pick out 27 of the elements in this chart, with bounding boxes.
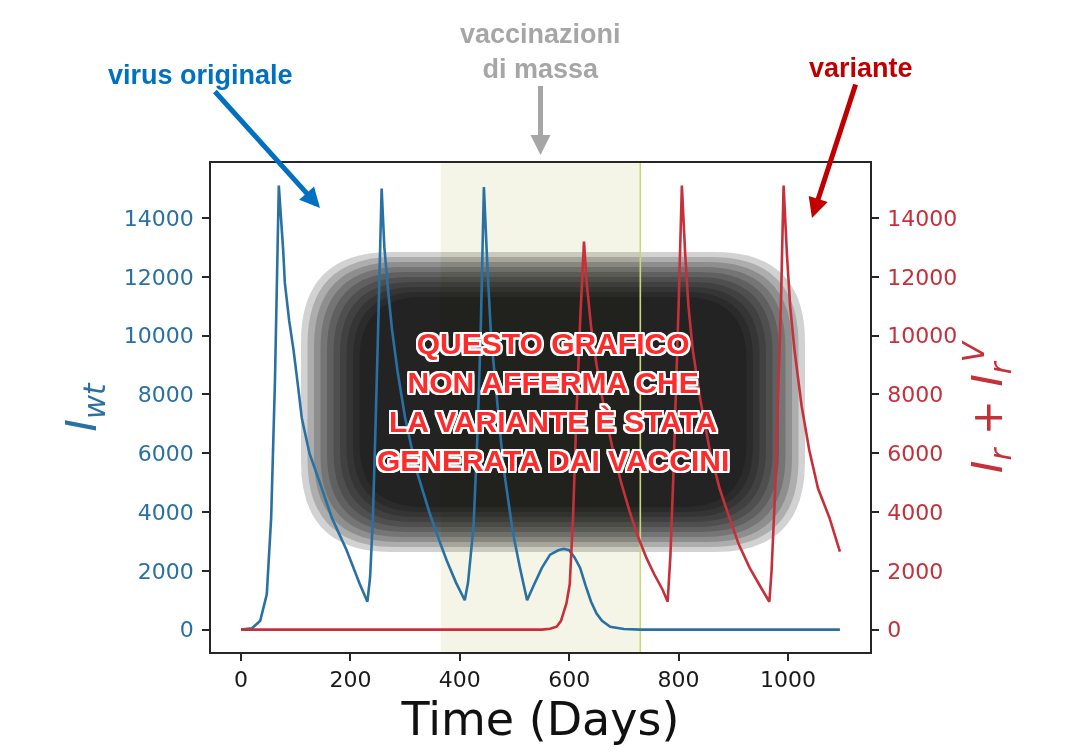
line-series [239,184,842,631]
y-tick-label: 4000 [137,499,194,525]
text: virus originale [108,60,293,90]
y2-tick-label: 12000 [887,264,958,290]
x-tick-label: 800 [657,667,700,693]
y2-tick-label: 4000 [887,499,944,525]
y2-tick-label: 6000 [887,440,944,466]
x-tick-label: 600 [548,667,591,693]
y2-tick-label: 14000 [887,205,958,231]
y2-tick-label: 2000 [887,558,944,584]
y-tick-label: 2000 [137,558,194,584]
y2-tick-label: 10000 [887,323,958,349]
x-tick-label: 1000 [759,667,816,693]
band-label: vaccinazioni di massa [460,19,621,85]
x-axis-title: Time (Days) [400,692,680,747]
y-tick-label: 12000 [123,264,194,290]
x-tick-label: 0 [234,667,249,693]
y-tick-label: 0 [179,617,194,643]
y-tick-label: 10000 [123,323,194,349]
y2-tick-label: 8000 [887,382,944,408]
y-tick-label: 8000 [137,382,194,408]
y2-tick-label: 0 [887,617,902,643]
text: variante [809,53,913,83]
x-tick-label: 400 [438,667,481,693]
y-tick-label: 6000 [137,440,194,466]
y-tick-label: 14000 [123,205,194,231]
x-tick-label: 200 [329,667,372,693]
